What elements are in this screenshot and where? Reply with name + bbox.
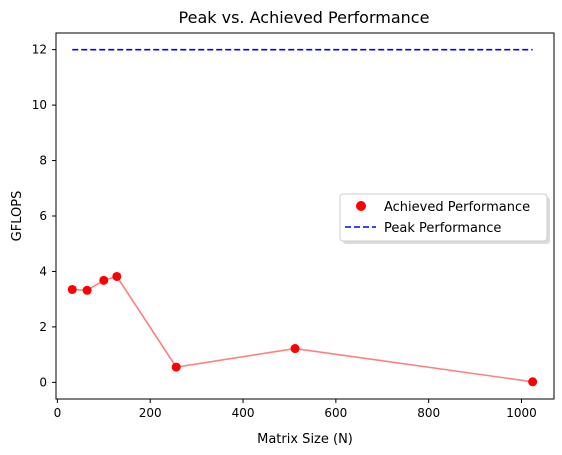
legend-achieved-label: Achieved Performance (384, 200, 530, 215)
chart-title: Peak vs. Achieved Performance (179, 8, 430, 27)
y-tick-label: 12 (32, 43, 47, 57)
achieved-performance-line (72, 275, 533, 383)
legend-achieved-marker (356, 201, 366, 211)
y-axis-label: GFLOPS (10, 191, 25, 242)
y-tick-label: 6 (39, 209, 47, 223)
achieved-point (290, 344, 300, 354)
achieved-point (67, 284, 77, 294)
x-tick-label: 800 (417, 406, 440, 420)
y-tick-label: 10 (32, 98, 47, 112)
x-tick-label: 200 (139, 406, 162, 420)
y-tick-label: 4 (39, 264, 47, 278)
legend-box (339, 193, 548, 242)
achieved-point (99, 275, 109, 285)
legend-peak-label: Peak Performance (384, 221, 501, 236)
y-tick-label: 0 (39, 375, 47, 389)
x-tick-label: 400 (232, 406, 255, 420)
achieved-point (171, 362, 181, 372)
x-tick-label: 600 (324, 406, 347, 420)
x-tick-label: 0 (54, 406, 62, 420)
achieved-point (82, 285, 92, 295)
achieved-point (112, 271, 122, 281)
x-tick-label: 1000 (506, 406, 537, 420)
y-tick-label: 8 (39, 154, 47, 168)
x-axis-label: Matrix Size (N) (257, 432, 353, 447)
legend: Achieved Performance Peak Performance (339, 193, 550, 244)
achieved-point (528, 377, 538, 387)
y-tick-label: 2 (39, 320, 47, 334)
